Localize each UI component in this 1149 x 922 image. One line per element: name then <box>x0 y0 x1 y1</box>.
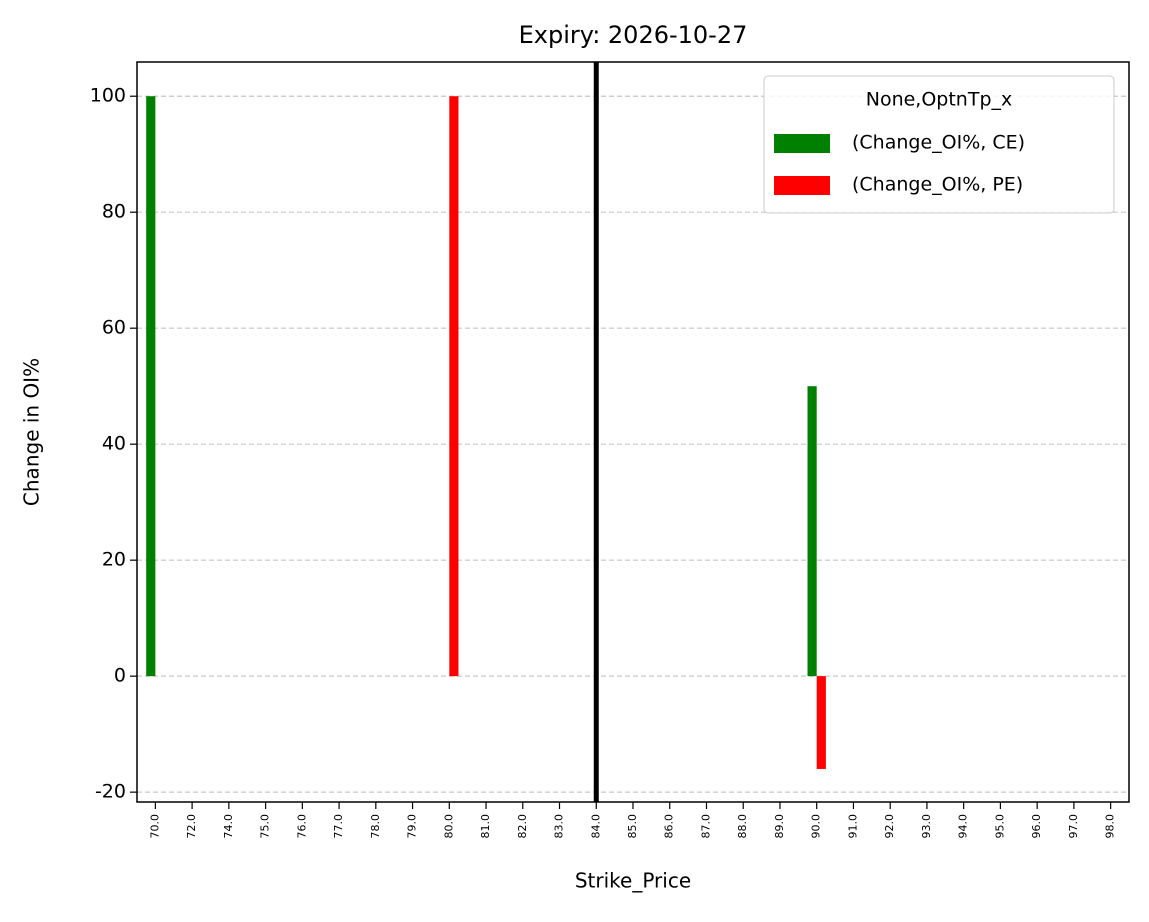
plot-frame <box>136 61 1130 803</box>
x-tick-label: 89.0 <box>773 814 786 839</box>
legend-swatch <box>774 176 830 195</box>
x-tick-label: 81.0 <box>479 814 492 839</box>
x-tick-label: 87.0 <box>699 814 712 839</box>
y-tick-label: 0 <box>114 665 126 687</box>
x-tick-label: 97.0 <box>1067 814 1080 839</box>
x-tick-label: 72.0 <box>185 814 198 839</box>
x-tick-label: 94.0 <box>957 814 970 839</box>
legend-box <box>763 75 1115 214</box>
x-tick-label: 85.0 <box>626 814 639 839</box>
x-tick-label: 96.0 <box>1030 814 1043 839</box>
bar <box>449 96 459 677</box>
x-tick-label: 95.0 <box>993 814 1006 839</box>
bar <box>807 386 817 677</box>
x-tick-label: 84.0 <box>589 814 602 839</box>
bar <box>146 96 156 677</box>
x-tick-label: 92.0 <box>883 814 896 839</box>
x-tick-label: 83.0 <box>553 814 566 839</box>
legend-swatch <box>774 134 830 153</box>
y-tick-label: 20 <box>102 549 126 571</box>
bar <box>816 676 826 769</box>
x-tick-label: 74.0 <box>222 814 235 839</box>
x-tick-label: 91.0 <box>846 814 859 839</box>
x-tick-label: 77.0 <box>332 814 345 839</box>
x-tick-label: 76.0 <box>295 814 308 839</box>
y-tick-label: -20 <box>95 781 126 803</box>
y-axis-label: Change in OI% <box>20 358 44 506</box>
x-axis-label: Strike_Price <box>575 869 691 893</box>
y-tick-label: 40 <box>102 433 126 455</box>
legend-label: (Change_OI%, PE) <box>852 174 1023 196</box>
x-tick-label: 98.0 <box>1104 814 1117 839</box>
y-tick-label: 100 <box>90 85 126 107</box>
x-tick-label: 86.0 <box>663 814 676 839</box>
x-tick-label: 79.0 <box>406 814 419 839</box>
chart-title: Expiry: 2026-10-27 <box>519 21 748 49</box>
x-tick-label: 82.0 <box>516 814 529 839</box>
x-tick-label: 80.0 <box>442 814 455 839</box>
y-tick-label: 80 <box>102 201 126 223</box>
x-tick-label: 93.0 <box>920 814 933 839</box>
x-tick-label: 75.0 <box>259 814 272 839</box>
legend-label: (Change_OI%, CE) <box>852 132 1025 154</box>
x-tick-label: 90.0 <box>810 814 823 839</box>
x-tick-label: 70.0 <box>148 814 161 839</box>
x-tick-label: 88.0 <box>736 814 749 839</box>
y-tick-label: 60 <box>102 317 126 339</box>
legend-title: None,OptnTp_x <box>866 89 1013 111</box>
x-tick-label: 78.0 <box>369 814 382 839</box>
